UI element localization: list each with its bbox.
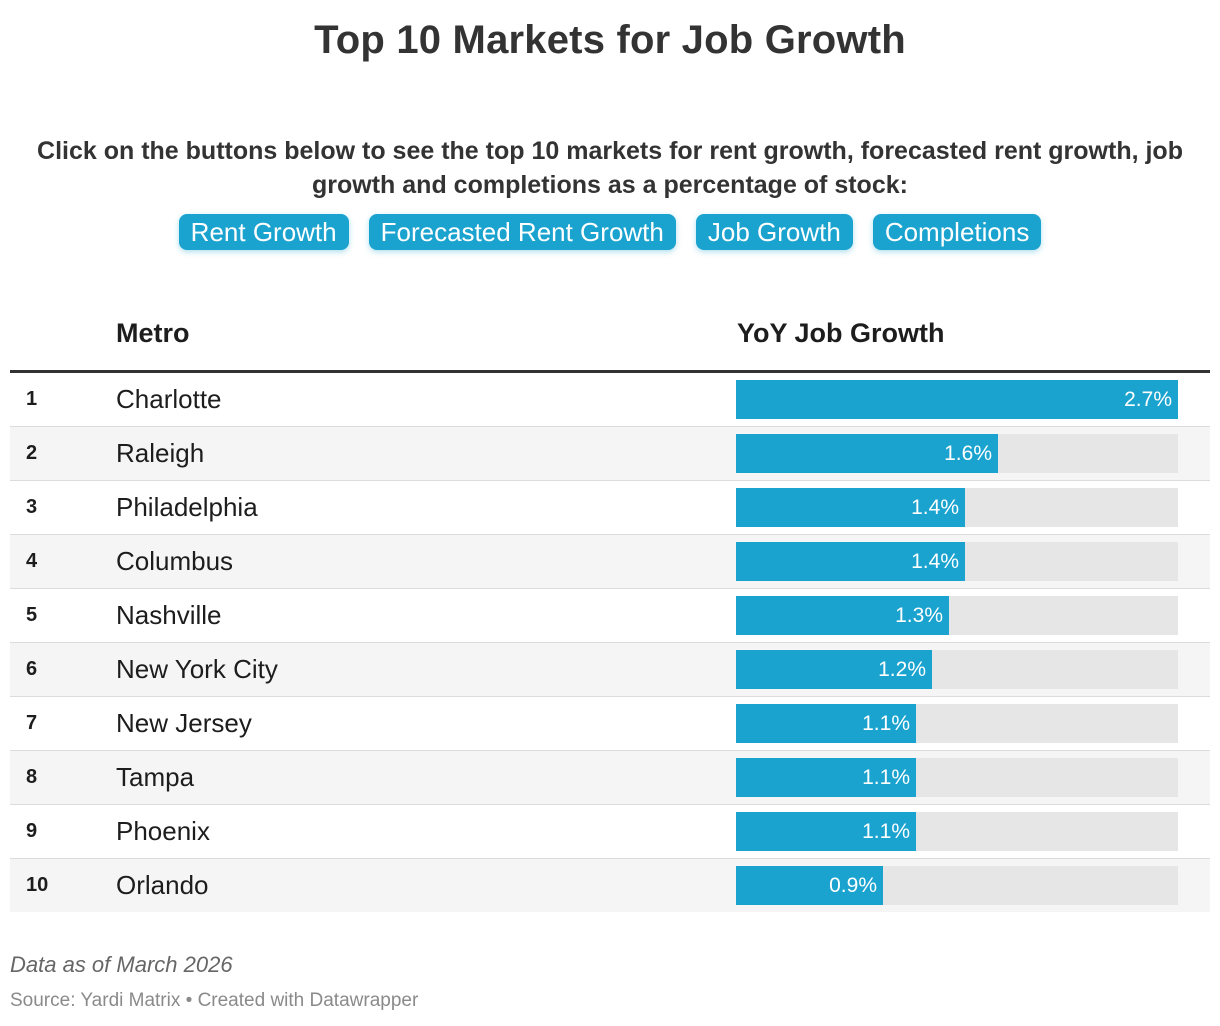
rent-growth-button[interactable]: Rent Growth — [178, 214, 349, 250]
table-row: 5 Nashville 1.3% — [10, 589, 1210, 643]
bar-value-label: 1.2% — [878, 658, 926, 681]
metro-cell: Raleigh — [116, 438, 205, 468]
job-growth-bar: 0.9% — [736, 866, 883, 905]
metro-cell: New York City — [116, 654, 278, 684]
job-growth-bar: 1.4% — [736, 542, 965, 581]
bar-value-label: 1.4% — [911, 550, 959, 573]
bar-track: 1.4% — [736, 488, 1178, 527]
bar-value-label: 2.7% — [1124, 388, 1172, 411]
bar-value-label: 1.1% — [862, 820, 910, 843]
metro-cell: Philadelphia — [116, 492, 258, 522]
job-growth-bar: 2.7% — [736, 380, 1178, 419]
table-row: 4 Columbus 1.4% — [10, 535, 1210, 589]
table-row: 7 New Jersey 1.1% — [10, 697, 1210, 751]
data-note: Data as of March 2026 — [10, 952, 233, 977]
column-header-job-growth[interactable]: YoY Job Growth — [737, 318, 945, 348]
chart-title: Top 10 Markets for Job Growth — [314, 18, 906, 62]
forecasted-rent-growth-button[interactable]: Forecasted Rent Growth — [368, 214, 676, 250]
rank-cell: 6 — [26, 658, 38, 680]
table-body: 1 Charlotte 2.7% 2 Raleigh 1.6% 3 Philadelphia 1… — [10, 373, 1210, 912]
job-growth-bar: 1.6% — [736, 434, 998, 473]
bar-value-label: 1.1% — [862, 712, 910, 735]
rank-cell: 8 — [26, 766, 38, 788]
rank-cell: 1 — [26, 388, 38, 410]
table-row: 6 New York City 1.2% — [10, 643, 1210, 697]
metro-cell: Charlotte — [116, 384, 222, 414]
job-growth-button[interactable]: Job Growth — [695, 214, 853, 250]
bar-track: 0.9% — [736, 866, 1178, 905]
job-growth-bar: 1.1% — [736, 812, 916, 851]
bar-value-label: 1.6% — [944, 442, 992, 465]
job-growth-bar: 1.4% — [736, 488, 965, 527]
metro-cell: Columbus — [116, 546, 234, 576]
bar-track: 2.7% — [736, 380, 1178, 419]
metro-cell: Orlando — [116, 870, 209, 900]
rank-cell: 10 — [26, 874, 49, 896]
bar-value-label: 1.3% — [895, 604, 943, 627]
rank-cell: 4 — [26, 550, 38, 572]
column-header-metro[interactable]: Metro — [116, 318, 190, 348]
bar-track: 1.1% — [736, 812, 1178, 851]
bar-track: 1.6% — [736, 434, 1178, 473]
completions-button[interactable]: Completions — [872, 214, 1042, 250]
job-growth-bar: 1.3% — [736, 596, 949, 635]
job-growth-bar: 1.1% — [736, 758, 916, 797]
job-growth-bar: 1.2% — [736, 650, 932, 689]
intro-text: Click on the buttons below to see the to… — [37, 137, 1183, 199]
rank-cell: 5 — [26, 604, 38, 626]
bar-track: 1.4% — [736, 542, 1178, 581]
rank-cell: 7 — [26, 712, 38, 734]
metro-cell: Nashville — [116, 600, 222, 630]
table-header: Metro YoY Job Growth — [10, 302, 1210, 373]
table-row: 2 Raleigh 1.6% — [10, 427, 1210, 481]
bar-value-label: 1.1% — [862, 766, 910, 789]
table-row: 1 Charlotte 2.7% — [10, 373, 1210, 427]
bar-track: 1.3% — [736, 596, 1178, 635]
metro-cell: Phoenix — [116, 816, 210, 846]
rank-cell: 2 — [26, 442, 38, 464]
source-line: Source: Yardi Matrix • Created with Data… — [10, 990, 419, 1011]
data-table: Metro YoY Job Growth 1 Charlotte 2.7% 2 Rale… — [10, 302, 1210, 912]
bar-track: 1.2% — [736, 650, 1178, 689]
metro-cell: Tampa — [116, 762, 195, 792]
metro-cell: New Jersey — [116, 708, 252, 738]
button-group: Rent Growth Forecasted Rent Growth Job G… — [0, 214, 1220, 250]
rank-cell: 9 — [26, 820, 38, 842]
table-row: 10 Orlando 0.9% — [10, 859, 1210, 912]
bar-track: 1.1% — [736, 704, 1178, 743]
table-row: 3 Philadelphia 1.4% — [10, 481, 1210, 535]
bar-value-label: 1.4% — [911, 496, 959, 519]
table-row: 8 Tampa 1.1% — [10, 751, 1210, 805]
job-growth-bar: 1.1% — [736, 704, 916, 743]
bar-value-label: 0.9% — [829, 874, 877, 897]
bar-track: 1.1% — [736, 758, 1178, 797]
rank-cell: 3 — [26, 496, 38, 518]
table-row: 9 Phoenix 1.1% — [10, 805, 1210, 859]
